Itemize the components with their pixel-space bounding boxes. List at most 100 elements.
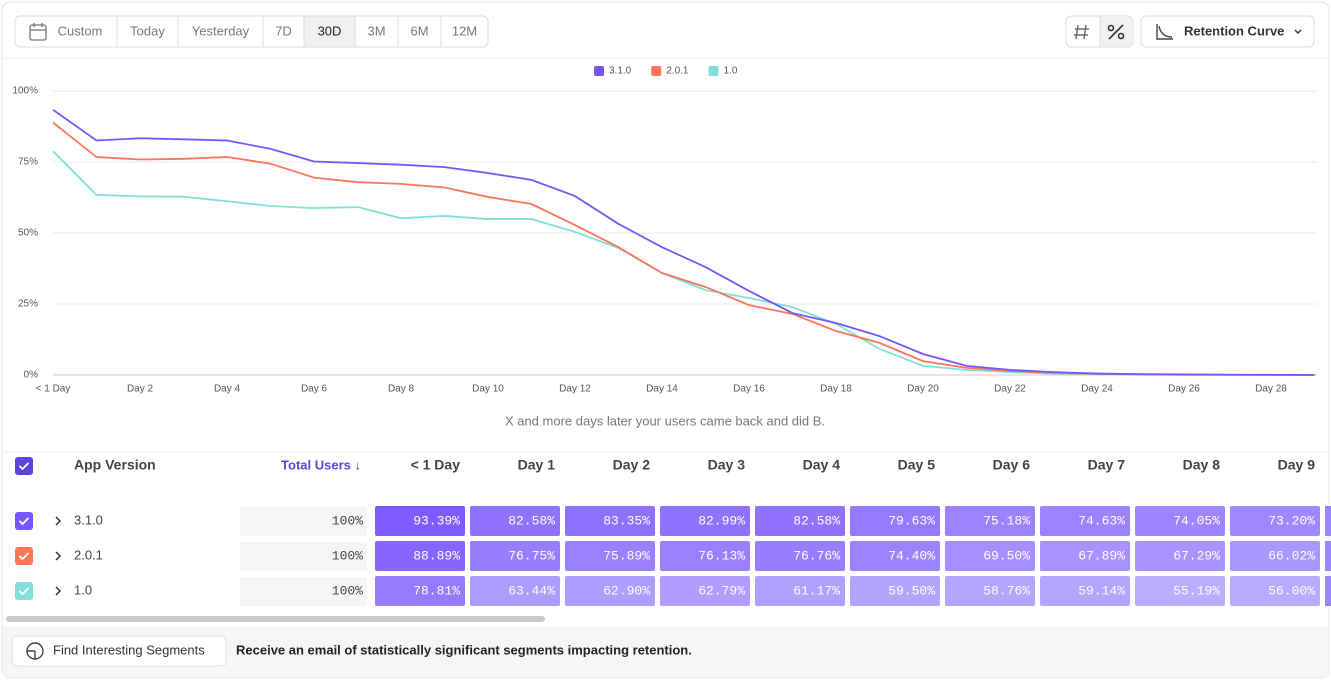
retention-value: 56.00% [1268,583,1315,598]
number-icon[interactable] [1074,24,1089,40]
retention-cell [1040,576,1130,606]
retention-value: 75.18% [983,513,1030,528]
retention-value: 69.50% [983,548,1030,563]
view-select-label: Retention Curve [1184,23,1284,38]
row-checkbox[interactable] [15,547,33,565]
retention-value: 58.76% [983,583,1030,598]
column-header: Day 7 [1088,457,1126,473]
x-tick-label: Day 24 [1081,384,1113,395]
scrollbar[interactable] [6,616,545,622]
date-range-button[interactable] [304,16,355,47]
retention-value: 67.89% [1078,548,1125,563]
select-all-checkbox[interactable] [15,457,33,475]
retention-value: 78.81% [413,583,460,598]
retention-cell-partial [1325,506,1331,536]
date-range-label: Custom [58,23,103,38]
retention-value: 93.39% [413,513,460,528]
x-tick-label: Day 10 [472,384,504,395]
check-mark [18,462,30,471]
date-range-label: 7D [275,23,292,38]
retention-value: 59.50% [888,583,935,598]
date-range-label: 3M [367,23,385,38]
retention-value: 74.40% [888,548,935,563]
y-tick-label: 0% [24,370,39,381]
retention-cell [1135,541,1225,571]
column-header: Day 4 [803,457,841,473]
total-value: 100% [332,548,363,563]
row-checkbox[interactable] [15,512,33,530]
segments-button[interactable] [11,635,227,667]
retention-cell [755,506,845,536]
x-tick-label: Day 14 [646,384,678,395]
footer-text: Receive an email of statistically signif… [236,642,692,657]
retention-cell [945,506,1035,536]
retention-cell [1135,576,1225,606]
retention-cell [470,541,560,571]
x-tick-label: Day 26 [1168,384,1200,395]
retention-value: 82.99% [698,513,745,528]
x-tick-label: Day 20 [907,384,939,395]
retention-value: 74.05% [1173,513,1220,528]
retention-cell [850,506,940,536]
y-tick-label: 75% [18,157,38,168]
x-tick-label: < 1 Day [36,384,71,395]
retention-cell [1230,506,1320,536]
expand-chevron[interactable] [55,516,62,526]
retention-value: 63.44% [508,583,555,598]
retention-value: 79.63% [888,513,935,528]
total-cell [240,542,367,571]
retention-cell [945,541,1035,571]
column-header: App Version [74,457,156,473]
retention-cell [470,506,560,536]
percent-icon [1107,24,1125,40]
x-tick-label: Day 16 [733,384,765,395]
retention-cell [755,576,845,606]
row-name: 3.1.0 [74,512,103,527]
retention-value: 62.90% [603,583,650,598]
chart-caption: X and more days later your users came ba… [505,413,825,428]
row-name: 2.0.1 [74,547,103,562]
date-range-group [14,15,489,48]
column-header: Day 6 [993,457,1031,473]
curve-icon [1156,24,1173,40]
column-header: Day 1 [518,457,556,473]
y-tick-label: 100% [12,86,38,97]
expand-chevron[interactable] [55,586,62,596]
check-mark [18,517,30,526]
retention-value: 82.58% [793,513,840,528]
legend-label: 2.0.1 [666,66,689,77]
date-range-label: 12M [452,23,477,38]
retention-cell [470,576,560,606]
x-tick-label: Day 28 [1255,384,1287,395]
y-tick-label: 25% [18,299,38,310]
series-line [52,109,1315,376]
column-header: < 1 Day [411,457,461,473]
retention-cell [375,506,465,536]
row-name: 1.0 [74,582,92,597]
retention-value: 66.02% [1268,548,1315,563]
expand-chevron[interactable] [55,551,62,561]
total-cell [240,577,367,606]
check-mark [18,587,30,596]
column-header: Day 9 [1278,457,1316,473]
retention-value: 73.20% [1268,513,1315,528]
x-tick-label: Day 12 [559,384,591,395]
total-value: 100% [332,513,363,528]
retention-value: 55.19% [1173,583,1220,598]
x-tick-label: Day 4 [214,384,241,395]
column-header: Day 2 [613,457,651,473]
retention-cell [1230,576,1320,606]
retention-value: 74.63% [1078,513,1125,528]
column-header[interactable]: Total Users ↓ [281,457,361,472]
retention-cell [945,576,1035,606]
retention-cell [565,541,655,571]
retention-value: 88.89% [413,548,460,563]
retention-cell [1135,506,1225,536]
legend-swatch [651,66,662,76]
date-range-label: 6M [410,23,428,38]
retention-cell [1040,541,1130,571]
row-checkbox[interactable] [15,582,33,600]
view-select[interactable] [1140,15,1315,48]
